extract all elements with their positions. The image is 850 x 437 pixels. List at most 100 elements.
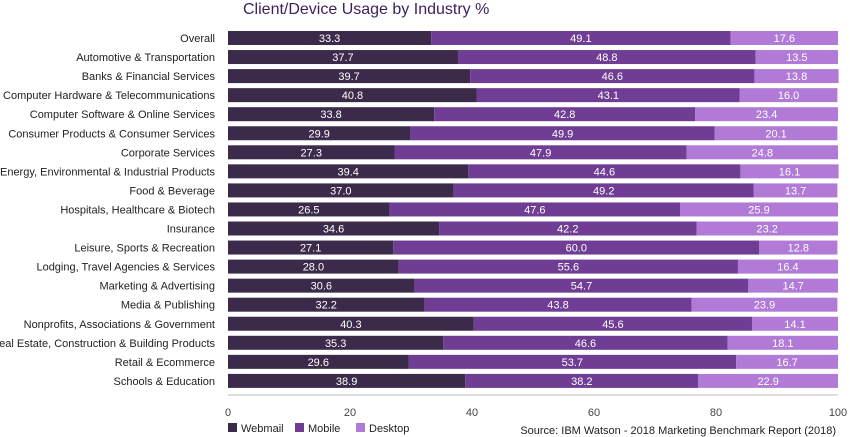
bar-mobile bbox=[468, 164, 741, 179]
data-label: 13.8 bbox=[786, 71, 807, 83]
data-label: 16.1 bbox=[779, 166, 800, 178]
bar-desktop bbox=[748, 278, 838, 293]
bar-mobile bbox=[439, 221, 697, 236]
bar-webmail bbox=[228, 259, 399, 274]
bar-desktop bbox=[691, 297, 838, 312]
bar-webmail bbox=[228, 107, 435, 122]
bar-mobile bbox=[424, 297, 692, 312]
category-label: Automotive & Transportation bbox=[76, 52, 215, 64]
category-label: Consumer Products & Consumer Services bbox=[8, 128, 215, 140]
legend-label: Desktop bbox=[369, 423, 409, 435]
data-label: 38.9 bbox=[336, 376, 357, 388]
bar-desktop bbox=[753, 183, 838, 198]
bar-desktop bbox=[755, 50, 838, 65]
category-label: Hospitals, Healthcare & Biotech bbox=[60, 205, 215, 217]
data-label: 23.9 bbox=[754, 300, 775, 312]
data-label: 47.6 bbox=[524, 205, 545, 217]
category-label: Media & Publishing bbox=[121, 300, 215, 312]
bar-webmail bbox=[228, 373, 466, 388]
data-label: 35.3 bbox=[325, 338, 346, 350]
bar-desktop bbox=[727, 335, 838, 350]
bars bbox=[228, 31, 839, 388]
data-label: 20.1 bbox=[765, 128, 786, 140]
legend-swatch bbox=[228, 423, 237, 432]
category-label: Overall bbox=[180, 33, 215, 45]
x-tick-label: 60 bbox=[588, 407, 600, 419]
data-label: 39.7 bbox=[338, 71, 359, 83]
bar-desktop bbox=[736, 354, 838, 369]
category-label: Banks & Financial Services bbox=[82, 71, 216, 83]
bar-desktop bbox=[754, 69, 839, 84]
data-label: 14.1 bbox=[784, 319, 805, 331]
data-label: 38.2 bbox=[571, 376, 592, 388]
bar-desktop bbox=[698, 373, 838, 388]
bar-desktop bbox=[695, 107, 838, 122]
data-label: 32.2 bbox=[315, 300, 336, 312]
data-label: 34.6 bbox=[323, 224, 344, 236]
bar-desktop bbox=[737, 259, 838, 274]
data-label: 45.6 bbox=[602, 319, 623, 331]
bar-webmail bbox=[228, 31, 432, 45]
category-label: Real Estate, Construction & Building Pro… bbox=[0, 338, 216, 350]
bar-desktop bbox=[696, 221, 838, 236]
data-label: 47.9 bbox=[530, 147, 551, 159]
data-label: 43.8 bbox=[547, 300, 568, 312]
bar-webmail bbox=[228, 145, 395, 160]
data-label: 26.5 bbox=[298, 205, 319, 217]
bar-mobile bbox=[434, 107, 696, 122]
data-label: 13.7 bbox=[785, 185, 806, 197]
data-label: 49.9 bbox=[552, 128, 573, 140]
bar-webmail bbox=[228, 88, 477, 103]
bar-webmail bbox=[228, 183, 454, 198]
bar-mobile bbox=[476, 88, 740, 103]
data-label: 39.4 bbox=[337, 166, 358, 178]
data-label: 16.0 bbox=[778, 90, 799, 102]
category-label: Retail & Ecommerce bbox=[115, 357, 215, 369]
bar-desktop bbox=[730, 31, 838, 45]
data-label: 33.8 bbox=[320, 109, 341, 121]
category-label: Leisure, Sports & Recreation bbox=[74, 243, 215, 255]
data-label: 23.4 bbox=[756, 109, 777, 121]
bar-desktop bbox=[739, 88, 838, 103]
category-label: Insurance bbox=[167, 224, 215, 236]
data-label: 12.8 bbox=[788, 243, 809, 255]
data-label: 18.1 bbox=[772, 338, 793, 350]
data-label: 40.8 bbox=[342, 90, 363, 102]
bar-desktop bbox=[740, 164, 839, 179]
data-label: 25.9 bbox=[748, 205, 769, 217]
data-label: 17.6 bbox=[774, 33, 795, 45]
bar-webmail bbox=[228, 202, 390, 217]
data-label: 54.7 bbox=[571, 281, 592, 293]
bar-webmail bbox=[228, 69, 471, 84]
data-label: 43.1 bbox=[598, 90, 619, 102]
data-label: 33.3 bbox=[319, 33, 340, 45]
bar-mobile bbox=[393, 240, 760, 255]
category-label: Lodging, Travel Agencies & Services bbox=[36, 262, 215, 274]
data-label: 53.7 bbox=[562, 357, 583, 369]
bar-webmail bbox=[228, 335, 444, 350]
bar-desktop bbox=[759, 240, 838, 255]
legend-label: Webmail bbox=[241, 423, 284, 435]
bar-mobile bbox=[389, 202, 681, 217]
data-label: 29.9 bbox=[308, 128, 329, 140]
bar-mobile bbox=[473, 316, 752, 331]
bar-webmail bbox=[228, 240, 394, 255]
bar-mobile bbox=[408, 354, 737, 369]
data-label: 37.0 bbox=[330, 185, 351, 197]
category-label: Corporate Services bbox=[121, 147, 216, 159]
bar-mobile bbox=[457, 50, 756, 65]
bar-mobile bbox=[414, 278, 749, 293]
legend-label: Mobile bbox=[308, 423, 340, 435]
bar-desktop bbox=[751, 316, 838, 331]
bar-mobile bbox=[394, 145, 687, 160]
legend-item-desktop: Desktop bbox=[356, 423, 409, 435]
data-label: 60.0 bbox=[566, 243, 587, 255]
bar-webmail bbox=[228, 50, 458, 65]
category-labels: Overall Automotive & Transportation Banks … bbox=[0, 33, 216, 388]
bar-webmail bbox=[228, 126, 411, 141]
bar-mobile bbox=[410, 126, 715, 141]
category-label: Marketing & Advertising bbox=[99, 281, 215, 293]
bar-desktop bbox=[714, 126, 838, 141]
data-label: 46.6 bbox=[575, 338, 596, 350]
